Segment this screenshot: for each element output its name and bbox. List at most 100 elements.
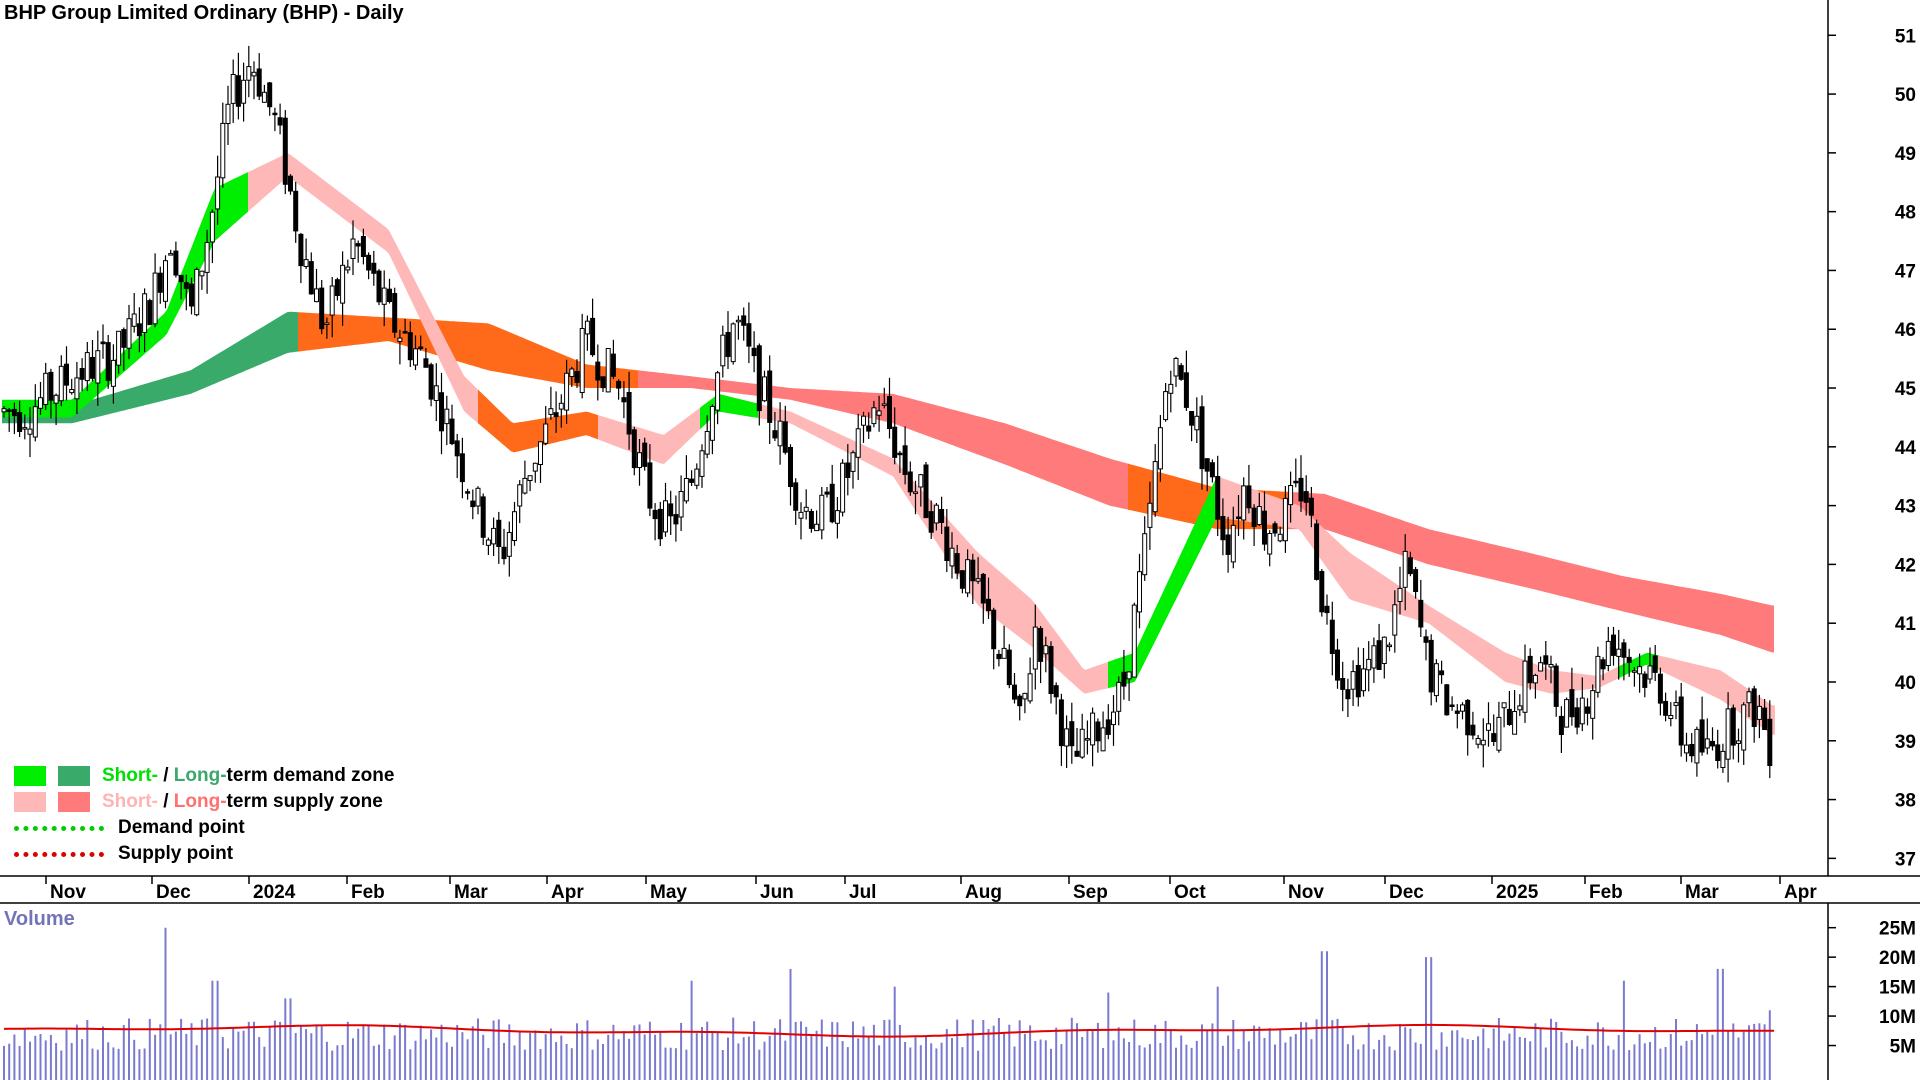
candle-body <box>246 66 252 81</box>
candle-body <box>933 504 939 524</box>
candle-body <box>1 408 7 413</box>
candle-body <box>1704 738 1710 749</box>
candle-body <box>975 578 981 582</box>
candle-body <box>871 407 877 425</box>
price-tick-label: 38 <box>1895 791 1916 812</box>
candle-body <box>1340 678 1346 690</box>
date-tick-label: Apr <box>551 882 584 903</box>
candle-body <box>496 519 502 547</box>
date-tick-label: Nov <box>50 882 86 903</box>
candle-body <box>413 348 418 366</box>
candle-body <box>673 514 679 525</box>
candle-body <box>965 559 971 594</box>
chart-title: BHP Group Limited Ordinary (BHP) - Daily <box>4 2 404 24</box>
candle-body <box>22 427 28 430</box>
candle-body <box>1413 569 1419 592</box>
candle-body <box>428 364 434 400</box>
legend-sep: / <box>157 791 174 812</box>
candle-body <box>1522 660 1528 713</box>
legend-long-label: Long- <box>173 765 227 786</box>
candle-body <box>376 270 382 303</box>
candle-body <box>1335 649 1340 681</box>
candle-body <box>746 323 752 347</box>
candle-body <box>74 377 80 400</box>
candle-body <box>32 406 38 438</box>
candle-body <box>1074 750 1080 757</box>
legend-demand-point-marker <box>14 825 104 831</box>
candle-body <box>90 357 95 379</box>
candle-body <box>1017 695 1023 707</box>
candle-body <box>1262 510 1267 545</box>
date-tick-label: Mar <box>454 882 488 903</box>
candle-body <box>1673 702 1679 706</box>
candle-body <box>1767 718 1773 766</box>
legend-swatch-long-supply <box>58 792 90 812</box>
candle-body <box>1173 358 1179 377</box>
candle-body <box>663 500 668 533</box>
candle-body <box>1558 715 1564 736</box>
candle-body <box>1293 480 1299 484</box>
candle-body <box>402 331 408 334</box>
candle-body <box>819 494 825 531</box>
candle-body <box>1710 740 1715 747</box>
candle-body <box>751 347 757 357</box>
candle-body <box>610 353 616 377</box>
candle-body <box>183 282 189 290</box>
candle-body <box>1470 724 1476 736</box>
candle-body <box>298 233 304 267</box>
candle-body <box>918 474 924 488</box>
candle-body <box>64 363 69 386</box>
candle-body <box>1736 740 1741 744</box>
candle-body <box>866 425 872 432</box>
candle-body <box>1694 728 1700 764</box>
candle-body <box>647 462 653 509</box>
candle-body <box>277 117 283 126</box>
candle-body <box>131 313 137 327</box>
candle-body <box>1418 599 1424 628</box>
short-term-demand-zone <box>1108 476 1219 689</box>
date-tick-label: Feb <box>351 882 385 903</box>
candle-body <box>116 330 122 366</box>
candle-body <box>1324 605 1330 614</box>
candle-body <box>449 418 455 445</box>
candle-body <box>215 176 221 210</box>
date-tick-label: Feb <box>1589 882 1623 903</box>
candle-body <box>1460 704 1465 712</box>
candle-body <box>1642 673 1648 688</box>
candle-body <box>527 475 533 482</box>
candle-body <box>824 491 830 495</box>
candle-body <box>897 452 903 456</box>
candle-body <box>1392 604 1398 636</box>
candle-body <box>433 385 439 401</box>
legend-supply-zone-label: term supply zone <box>226 791 383 812</box>
candle-body <box>230 74 236 104</box>
candle-body <box>157 272 163 293</box>
short-term-demand-zone <box>2 172 248 418</box>
candle-body <box>475 487 481 507</box>
candle-body <box>1282 497 1288 542</box>
candle-body <box>1064 728 1070 747</box>
candle-body <box>1225 534 1231 555</box>
candle-body <box>1157 427 1163 470</box>
candle-body <box>1137 571 1142 613</box>
volume-tick-label: 5M <box>1890 1037 1916 1058</box>
candle-body <box>913 491 918 494</box>
candle-body <box>480 496 486 538</box>
candle-body <box>126 318 132 349</box>
candle-body <box>1329 619 1335 655</box>
candle-body <box>1720 750 1726 769</box>
candle-body <box>360 236 366 257</box>
candle-body <box>58 365 64 402</box>
date-tick-label: Oct <box>1174 882 1206 903</box>
candle-body <box>27 428 33 435</box>
candle-body <box>1678 696 1684 746</box>
candle-body <box>220 122 226 179</box>
candle-body <box>491 527 497 545</box>
candle-body <box>1553 665 1559 707</box>
short-term-supply-zone <box>248 153 479 425</box>
candle-body <box>225 103 231 125</box>
candle-body <box>1423 636 1429 643</box>
candle-body <box>235 75 241 107</box>
candle-body <box>569 368 575 377</box>
